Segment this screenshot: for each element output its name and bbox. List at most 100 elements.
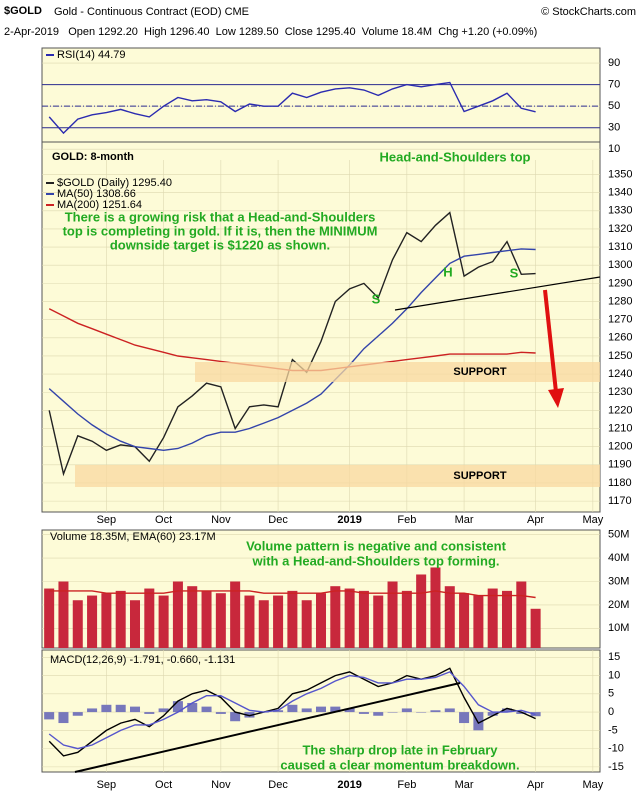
- bar: [430, 710, 441, 713]
- bar: [501, 590, 513, 648]
- annotation: downside target is $1220 as shown.: [110, 237, 330, 252]
- x-tick-label: Apr: [527, 779, 544, 791]
- legend-label: RSI(14) 44.79: [57, 49, 125, 61]
- y-tick-label: 0: [608, 706, 614, 718]
- bar: [115, 704, 126, 713]
- bar: [530, 608, 541, 648]
- annotation: caused a clear momentum breakdown.: [280, 757, 519, 772]
- x-tick-label: 2019: [337, 514, 361, 526]
- bar: [344, 588, 355, 648]
- bar: [244, 712, 255, 718]
- legend-label: MA(50) 1308.66: [57, 188, 136, 200]
- bar: [373, 595, 384, 648]
- y-tick-label: -10: [608, 743, 624, 755]
- bar: [416, 712, 427, 713]
- bar: [387, 581, 398, 648]
- bar: [201, 590, 212, 648]
- bar: [301, 708, 312, 713]
- bar: [144, 712, 155, 714]
- annotation: The sharp drop late in February: [302, 742, 498, 757]
- y-tick-label: 1340: [608, 187, 632, 199]
- annotation: top is completing in gold. If it is, the…: [63, 223, 378, 238]
- bar: [287, 590, 298, 648]
- bar: [315, 706, 327, 713]
- bar: [487, 712, 498, 716]
- volume-legend: Volume 18.35M, EMA(60) 23.17M: [50, 531, 216, 543]
- y-tick-label: 1200: [608, 441, 632, 453]
- x-tick-label: Feb: [397, 514, 416, 526]
- bar: [315, 593, 327, 648]
- legend-label: $GOLD (Daily) 1295.40: [57, 177, 172, 189]
- bar: [44, 588, 55, 648]
- bar: [330, 706, 341, 713]
- bar: [358, 590, 369, 648]
- bar: [273, 710, 284, 713]
- bar: [172, 581, 183, 648]
- x-tick-label: Dec: [268, 779, 288, 791]
- y-tick-label: 1270: [608, 314, 632, 326]
- bar: [101, 593, 112, 648]
- bar: [87, 595, 98, 648]
- y-tick-label: 1260: [608, 332, 632, 344]
- target-arrowhead: [548, 388, 564, 408]
- bar: [473, 595, 484, 648]
- bar: [416, 574, 427, 648]
- x-tick-label: Oct: [155, 514, 172, 526]
- bar: [459, 712, 470, 724]
- target-arrow: [543, 289, 558, 393]
- bar: [44, 712, 55, 720]
- y-tick-label: 1210: [608, 422, 632, 434]
- symbol: $GOLD: [4, 5, 42, 17]
- y-tick-label: -15: [608, 761, 624, 773]
- bar: [459, 593, 470, 648]
- bar: [58, 712, 69, 724]
- y-tick-label: 1280: [608, 295, 632, 307]
- pattern-label: S: [372, 291, 381, 306]
- bar: [330, 586, 341, 648]
- y-tick-label: 1350: [608, 168, 632, 180]
- bar: [158, 595, 169, 648]
- bar: [516, 581, 527, 648]
- y-tick-label: 1240: [608, 368, 632, 380]
- y-tick-label: 70: [608, 79, 620, 91]
- y-tick-label: -5: [608, 724, 618, 736]
- credit: © StockCharts.com: [541, 6, 636, 18]
- bar: [101, 704, 112, 713]
- x-tick-label: Nov: [211, 779, 231, 791]
- bar: [72, 600, 83, 648]
- bar: [87, 708, 98, 713]
- bar: [358, 712, 369, 714]
- y-tick-label: 30: [608, 122, 620, 134]
- bar: [444, 708, 455, 713]
- y-tick-label: 40M: [608, 552, 629, 564]
- x-tick-label: 2019: [337, 779, 361, 791]
- x-tick-label: Nov: [211, 514, 231, 526]
- y-tick-label: 50: [608, 100, 620, 112]
- y-tick-label: 50M: [608, 529, 629, 541]
- y-tick-label: 10: [608, 669, 620, 681]
- bar: [215, 593, 226, 648]
- instrument-name: Gold - Continuous Contract (EOD) CME: [54, 6, 249, 18]
- bar: [230, 712, 241, 722]
- bar: [473, 712, 484, 731]
- bar: [172, 701, 183, 713]
- bar: [258, 600, 269, 648]
- bar: [158, 708, 169, 713]
- bar: [244, 595, 255, 648]
- bar: [72, 712, 83, 716]
- x-tick-label: Oct: [155, 779, 172, 791]
- y-tick-label: 20M: [608, 599, 629, 611]
- pattern-label: H: [443, 264, 452, 279]
- y-tick-label: 90: [608, 57, 620, 69]
- x-tick-label: Feb: [397, 779, 416, 791]
- bar: [401, 708, 412, 713]
- y-tick-label: 1180: [608, 477, 632, 489]
- bar: [230, 581, 241, 648]
- bar: [487, 588, 498, 648]
- bar: [301, 600, 312, 648]
- series-line: [48, 81, 536, 135]
- bar: [444, 586, 455, 648]
- bar: [129, 706, 141, 713]
- x-tick-label: May: [582, 779, 603, 791]
- rsi-panel: [41, 47, 601, 143]
